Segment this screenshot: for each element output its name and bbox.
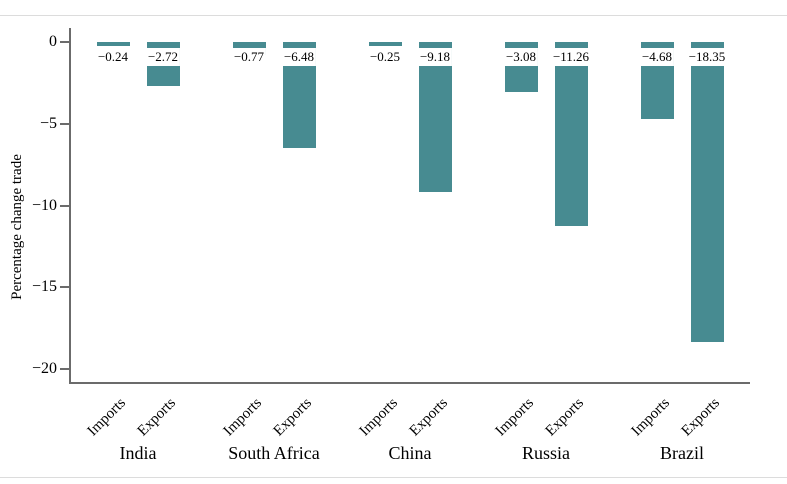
x-axis-line [70,382,750,384]
bar-china-exports [418,42,452,193]
bar-value-label: −3.08 [503,48,539,66]
x-tick-label-imports: Imports [628,395,674,440]
x-axis-group-label-brazil: Brazil [660,443,704,463]
x-tick-label-imports: Imports [84,395,130,440]
y-tick-mark [60,122,70,125]
figure-top-border [0,15,787,16]
x-tick-label-imports: Imports [492,395,538,440]
y-tick-label: −15 [31,278,57,296]
bar-value-label: −11.26 [550,48,592,66]
y-tick-mark [60,368,70,370]
x-tick-label-imports: Imports [220,395,266,440]
y-tick-mark [60,286,70,289]
x-tick-label-imports: Imports [356,395,402,440]
bar-value-label: −18.35 [686,48,728,66]
bar-brazil-exports [690,42,724,343]
bar-value-label: −6.48 [281,48,317,66]
x-tick-label-exports: Exports [542,395,588,440]
y-tick-label: −5 [39,114,57,132]
bar-value-label: −9.18 [417,48,453,66]
bar-value-label: −0.77 [231,48,267,66]
y-tick-mark [60,41,70,43]
bar-value-label: −0.24 [95,48,131,66]
bar-value-label: −2.72 [145,48,181,66]
y-tick-mark [60,204,70,207]
bar-china-imports [368,42,402,47]
figure-bottom-border [0,477,787,478]
x-axis-group-label-china: China [388,443,432,463]
x-tick-label-exports: Exports [406,395,452,440]
x-tick-label-exports: Exports [270,395,316,440]
x-tick-label-exports: Exports [134,395,180,440]
y-tick-label: −20 [31,360,57,377]
x-axis-group-label-russia: Russia [521,443,570,463]
x-axis-group-label-india: India [119,443,157,463]
y-tick-label: 0 [49,33,57,50]
bar-value-label: −0.25 [367,48,403,66]
y-axis-line [69,28,71,384]
x-axis-group-label-south-africa: South Africa [228,443,320,463]
x-tick-label-exports: Exports [678,395,724,440]
bar-value-label: −4.68 [639,48,675,66]
bar-russia-exports [554,42,588,227]
y-tick-label: −10 [31,196,57,214]
bar-india-imports [96,42,130,46]
